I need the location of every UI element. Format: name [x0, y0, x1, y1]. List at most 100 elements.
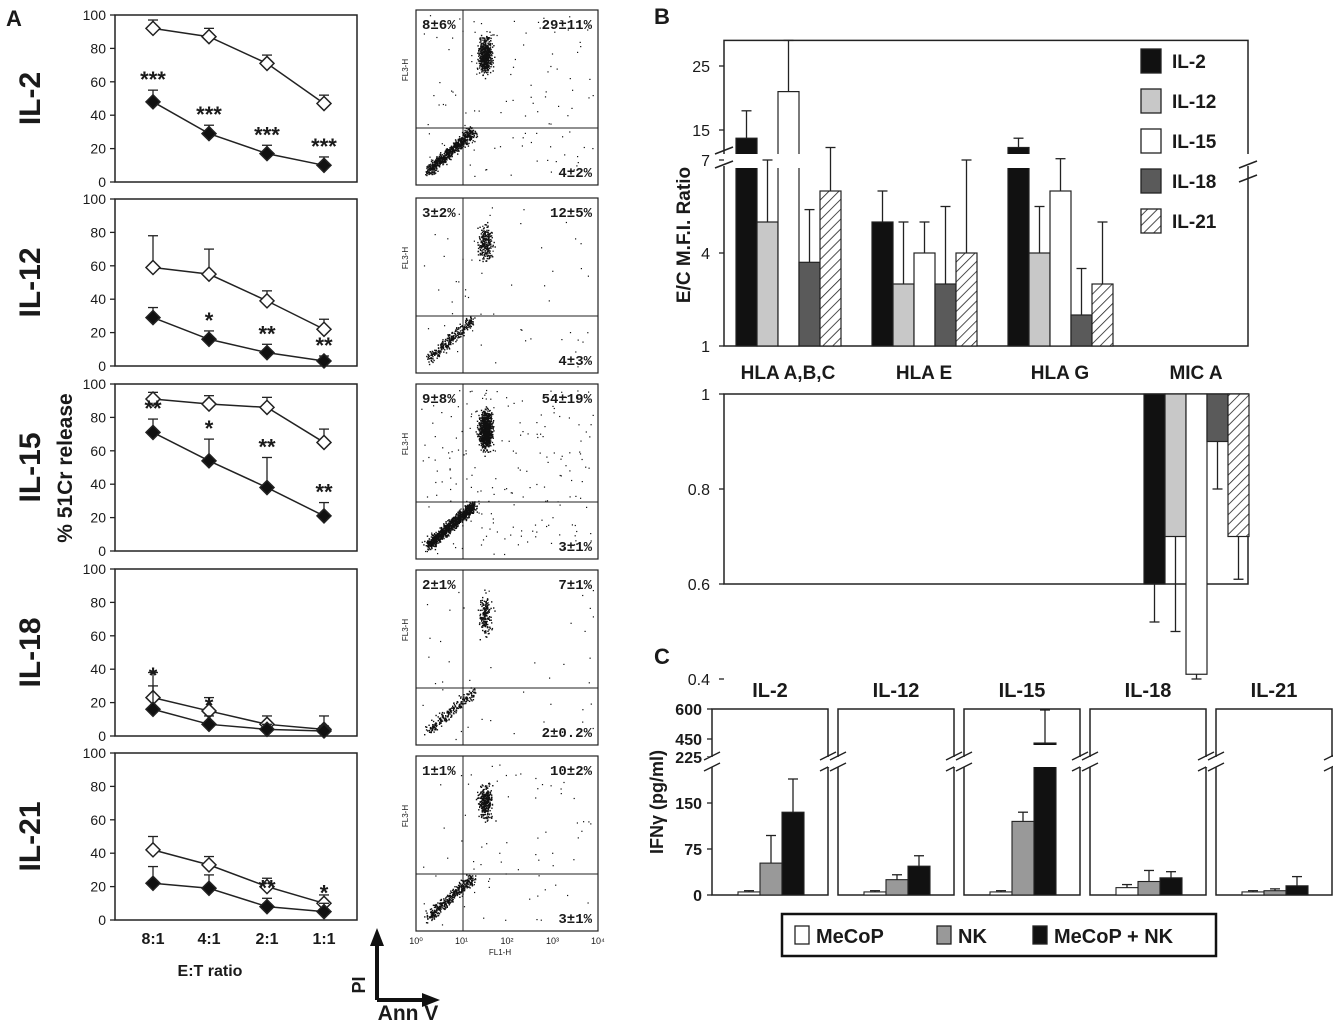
scatter-point	[487, 71, 489, 73]
scatter-point	[431, 533, 433, 536]
scatter-point	[467, 324, 470, 326]
scatter-point	[467, 133, 469, 136]
scatter-point	[574, 524, 576, 527]
scatter-point	[461, 145, 463, 147]
scatter-point	[424, 540, 426, 543]
scatter-point	[438, 104, 440, 106]
scatter-point	[441, 158, 444, 160]
scatter-point	[470, 138, 473, 140]
scatter-point	[438, 723, 441, 725]
scatter-point	[587, 29, 589, 31]
scatter-point	[482, 237, 485, 239]
scatter-point	[429, 357, 432, 360]
scatter-point	[486, 244, 489, 247]
scatter-point	[436, 540, 439, 543]
data-point	[258, 721, 276, 738]
scatter-point	[483, 69, 485, 72]
scatter-point	[485, 632, 487, 634]
scatter-point	[446, 524, 449, 526]
scatter-point	[484, 441, 486, 444]
scatter-point	[459, 514, 462, 516]
scatter-point	[484, 625, 487, 627]
scatter-point	[424, 444, 426, 446]
scatter-point	[447, 153, 449, 155]
scatter-point	[536, 531, 538, 533]
scatter-point	[481, 513, 483, 515]
scatter-point	[460, 326, 462, 328]
scatter-point	[483, 445, 485, 447]
scatter-point	[458, 520, 460, 523]
scatter-point	[490, 63, 493, 65]
scatter-point	[482, 74, 484, 77]
scatter-point	[447, 346, 449, 348]
panel-a-label: A	[6, 6, 22, 31]
scatter-point	[446, 151, 448, 153]
series-line	[152, 101, 325, 167]
scatter-point	[433, 541, 436, 543]
scatter-point	[491, 57, 493, 60]
scatter-point	[489, 416, 492, 418]
scatter-point	[470, 691, 472, 694]
scatter-point	[477, 250, 480, 253]
scatter-point	[537, 21, 540, 23]
scatter-point	[450, 338, 452, 341]
scatter-point	[481, 447, 484, 449]
scatter-point	[463, 143, 465, 145]
scatter-point	[565, 396, 567, 399]
scatter-point	[478, 62, 481, 64]
scatter-point	[450, 343, 452, 346]
scatter-point	[486, 427, 489, 429]
scatter-point	[459, 705, 461, 707]
scatter-point	[575, 540, 577, 542]
scatter-point	[492, 246, 494, 248]
scatter-point	[450, 416, 452, 418]
scatter-point	[482, 45, 484, 47]
scatter-point	[483, 52, 485, 54]
scatter-point	[487, 408, 489, 410]
scatter-point	[479, 226, 481, 228]
scatter-point	[443, 531, 445, 534]
scatter-point	[462, 325, 464, 327]
scatter-point	[488, 53, 490, 56]
scatter-point	[494, 450, 496, 452]
scatter-point	[489, 56, 492, 58]
scatter-point	[450, 151, 453, 153]
scatter-point	[429, 726, 432, 729]
scatter-point	[434, 234, 436, 236]
scatter-point	[521, 530, 523, 532]
scatter-point	[486, 66, 488, 68]
scatter-point	[537, 111, 539, 113]
scatter-point	[456, 513, 458, 515]
scatter-point	[510, 534, 512, 536]
scatter-point	[478, 623, 481, 626]
scatter-point	[453, 335, 455, 337]
scatter-point	[468, 130, 471, 133]
scatter-point	[483, 253, 486, 256]
scatter-point	[451, 451, 453, 453]
scatter-point	[426, 914, 429, 917]
scatter-point	[463, 607, 465, 609]
scatter-point	[482, 50, 485, 53]
series-line	[152, 398, 325, 444]
scatter-point	[449, 527, 452, 529]
scatter-point	[482, 61, 484, 63]
scatter-point	[471, 142, 473, 144]
scatter-point	[486, 440, 488, 442]
scatter-point	[484, 620, 486, 623]
scatter-point	[439, 905, 442, 907]
quadrant-ul-label: 3±2%	[422, 206, 456, 222]
scatter-point	[467, 136, 469, 138]
scatter-point	[454, 142, 456, 145]
scatter-point	[478, 48, 480, 50]
scatter-point	[479, 427, 481, 429]
scatter-point	[481, 435, 483, 437]
scatter-point	[485, 413, 487, 415]
scatter-point	[443, 157, 445, 159]
scatter-point	[484, 230, 487, 233]
scatter-point	[489, 252, 491, 255]
scatter-point	[486, 231, 488, 233]
scatter-point	[457, 143, 459, 146]
scatter-point	[450, 145, 453, 147]
scatter-point	[449, 147, 451, 149]
scatter-point	[539, 27, 541, 29]
